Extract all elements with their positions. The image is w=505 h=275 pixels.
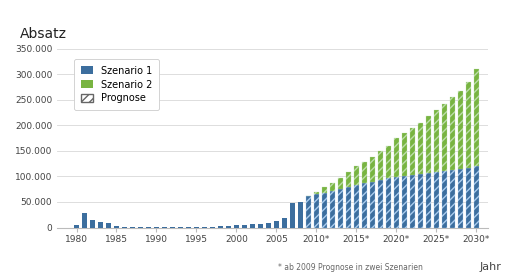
Bar bbox=[218, 226, 222, 227]
Text: Jahr: Jahr bbox=[478, 262, 500, 272]
Bar bbox=[385, 146, 390, 178]
Bar bbox=[297, 202, 302, 227]
Bar bbox=[377, 180, 382, 227]
Bar bbox=[409, 175, 414, 227]
Bar bbox=[313, 194, 318, 227]
Bar bbox=[241, 225, 246, 227]
Bar bbox=[441, 104, 446, 171]
Bar bbox=[98, 222, 103, 227]
Bar bbox=[82, 213, 87, 227]
Bar bbox=[401, 133, 406, 176]
Legend: Szenario 1, Szenario 2, Prognose: Szenario 1, Szenario 2, Prognose bbox=[74, 59, 159, 110]
Bar bbox=[281, 218, 286, 227]
Bar bbox=[449, 97, 453, 170]
Bar bbox=[321, 187, 326, 193]
Bar bbox=[226, 226, 230, 227]
Bar bbox=[329, 191, 334, 227]
Bar bbox=[457, 90, 462, 169]
Bar bbox=[425, 116, 430, 173]
Bar bbox=[74, 225, 79, 227]
Bar bbox=[393, 138, 398, 177]
Bar bbox=[457, 169, 462, 227]
Bar bbox=[353, 185, 358, 227]
Bar bbox=[289, 203, 294, 227]
Bar bbox=[417, 174, 422, 227]
Bar bbox=[273, 221, 278, 227]
Bar bbox=[401, 176, 406, 227]
Bar bbox=[90, 220, 95, 227]
Bar bbox=[361, 162, 366, 183]
Bar bbox=[417, 123, 422, 174]
Bar bbox=[425, 173, 430, 227]
Bar bbox=[329, 183, 334, 191]
Bar bbox=[233, 225, 238, 227]
Bar bbox=[385, 178, 390, 227]
Bar bbox=[258, 224, 262, 227]
Bar bbox=[321, 193, 326, 227]
Bar bbox=[345, 172, 350, 187]
Bar bbox=[306, 196, 310, 227]
Bar bbox=[409, 128, 414, 175]
Bar bbox=[266, 223, 270, 227]
Bar bbox=[353, 166, 358, 185]
Bar bbox=[473, 69, 478, 166]
Bar bbox=[433, 172, 438, 227]
Bar bbox=[465, 82, 470, 168]
Bar bbox=[249, 224, 255, 227]
Text: Absatz: Absatz bbox=[20, 27, 67, 41]
Bar bbox=[337, 178, 342, 189]
Bar bbox=[465, 168, 470, 227]
Bar bbox=[377, 151, 382, 180]
Text: * ab 2009 Prognose in zwei Szenarien: * ab 2009 Prognose in zwei Szenarien bbox=[278, 263, 422, 272]
Bar bbox=[449, 170, 453, 227]
Bar bbox=[345, 187, 350, 227]
Bar bbox=[473, 166, 478, 227]
Bar bbox=[337, 189, 342, 227]
Bar bbox=[369, 182, 374, 227]
Bar bbox=[369, 157, 374, 182]
Bar bbox=[433, 110, 438, 172]
Bar bbox=[106, 224, 111, 227]
Bar bbox=[441, 171, 446, 227]
Bar bbox=[393, 177, 398, 227]
Bar bbox=[313, 192, 318, 194]
Bar bbox=[361, 183, 366, 227]
Bar bbox=[114, 226, 119, 227]
